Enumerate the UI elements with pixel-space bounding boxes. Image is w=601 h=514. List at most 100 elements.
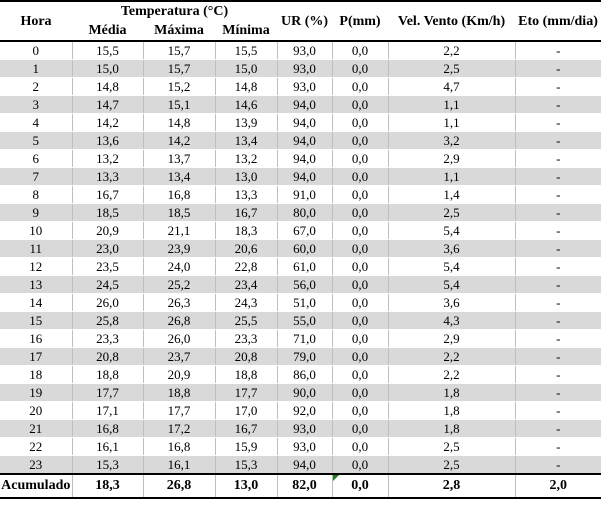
cell-vento: 2,5: [387, 437, 515, 456]
cell-eto: -: [514, 311, 601, 330]
cell-p: 0,0: [331, 185, 388, 204]
cell-hora: 12: [0, 257, 72, 276]
cell-maxima: 23,9: [142, 239, 215, 258]
table-row: 14 26,0 26,3 24,3 51,0 0,0 3,6-: [0, 293, 601, 312]
cell-media: 16,1: [71, 437, 143, 456]
total-ur: 82,0: [276, 473, 332, 499]
cell-p: 0,0: [331, 329, 388, 348]
cell-maxima: 13,4: [142, 167, 215, 186]
cell-eto: -: [514, 365, 601, 384]
cell-maxima: 16,8: [142, 437, 215, 456]
cell-hora: 11: [0, 239, 72, 258]
cell-hora: 2: [0, 77, 72, 96]
cell-media: 16,8: [71, 419, 143, 438]
cell-eto: -: [514, 383, 601, 402]
cell-vento: 4,3: [387, 311, 515, 330]
cell-eto: -: [514, 329, 601, 348]
cell-minima: 15,3: [214, 455, 277, 475]
cell-ur: 79,0: [276, 347, 332, 366]
cell-maxima: 26,0: [142, 329, 215, 348]
table-row: 22 16,1 16,8 15,9 93,0 0,0 2,5-: [0, 437, 601, 456]
cell-hora: 16: [0, 329, 72, 348]
table-row: 23 15,3 16,1 15,3 94,0 0,0 2,5-: [0, 455, 601, 475]
table-row: 13 24,5 25,2 23,4 56,0 0,0 5,4-: [0, 275, 601, 294]
cell-maxima: 23,7: [142, 347, 215, 366]
cell-media: 13,2: [71, 149, 143, 168]
cell-p: 0,0: [331, 41, 388, 60]
cell-media: 26,0: [71, 293, 143, 312]
cell-maxima: 26,3: [142, 293, 215, 312]
cell-media: 15,5: [71, 41, 143, 60]
cell-maxima: 14,8: [142, 113, 215, 132]
cell-ur: 56,0: [276, 275, 332, 294]
table-row: 12 23,5 24,0 22,8 61,0 0,0 5,4-: [0, 257, 601, 276]
cell-minima: 16,7: [214, 203, 277, 222]
table-footer: Acumulado 18,3 26,8 13,0 82,0 0,0 2,8 2,…: [0, 473, 601, 499]
table-header: Hora Temperatura (°C) UR (%) P(mm) Vel. …: [0, 1, 601, 41]
table-row: 19 17,7 18,8 17,7 90,0 0,0 1,8-: [0, 383, 601, 402]
cell-eto: -: [514, 131, 601, 150]
table-row: 10 20,9 21,1 18,3 67,0 0,0 5,4-: [0, 221, 601, 240]
cell-p: 0,0: [331, 149, 388, 168]
total-eto: 2,0: [514, 473, 601, 499]
cell-maxima: 25,2: [142, 275, 215, 294]
cell-media: 18,8: [71, 365, 143, 384]
cell-eto: -: [514, 239, 601, 258]
cell-maxima: 15,7: [142, 59, 215, 78]
cell-p: 0,0: [331, 455, 388, 475]
table-row: 4 14,2 14,8 13,9 94,0 0,0 1,1-: [0, 113, 601, 132]
col-header-media: Média: [72, 21, 143, 41]
cell-maxima: 17,7: [142, 401, 215, 420]
table-row: 15 25,8 26,8 25,5 55,0 0,0 4,3-: [0, 311, 601, 330]
table-row: 9 18,5 18,5 16,7 80,0 0,0 2,5-: [0, 203, 601, 222]
cell-minima: 13,9: [214, 113, 277, 132]
cell-ur: 93,0: [276, 41, 332, 60]
cell-minima: 14,6: [214, 95, 277, 114]
cell-p: 0,0: [331, 77, 388, 96]
cell-p: 0,0: [331, 401, 388, 420]
cell-p: 0,0: [331, 239, 388, 258]
cell-media: 16,7: [71, 185, 143, 204]
cell-ur: 94,0: [276, 113, 332, 132]
cell-media: 17,7: [71, 383, 143, 402]
cell-hora: 1: [0, 59, 72, 78]
cell-hora: 10: [0, 221, 72, 240]
cell-ur: 93,0: [276, 437, 332, 456]
cell-hora: 17: [0, 347, 72, 366]
cell-p: 0,0: [331, 419, 388, 438]
cell-minima: 23,3: [214, 329, 277, 348]
cell-ur: 51,0: [276, 293, 332, 312]
cell-ur: 55,0: [276, 311, 332, 330]
total-vel-vento: 2,8: [387, 473, 515, 499]
cell-ur: 90,0: [276, 383, 332, 402]
cell-maxima: 15,2: [142, 77, 215, 96]
table-row: 16 23,3 26,0 23,3 71,0 0,0 2,9-: [0, 329, 601, 348]
cell-media: 14,7: [71, 95, 143, 114]
cell-media: 23,0: [71, 239, 143, 258]
total-minima: 13,0: [214, 473, 277, 499]
cell-media: 20,8: [71, 347, 143, 366]
cell-eto: -: [514, 113, 601, 132]
cell-media: 24,5: [71, 275, 143, 294]
cell-vento: 3,6: [387, 239, 515, 258]
cell-ur: 67,0: [276, 221, 332, 240]
cell-ur: 92,0: [276, 401, 332, 420]
cell-hora: 6: [0, 149, 72, 168]
col-header-minima: Mínima: [215, 21, 277, 41]
cell-eto: -: [514, 419, 601, 438]
cell-maxima: 16,8: [142, 185, 215, 204]
cell-vento: 5,4: [387, 257, 515, 276]
table-body: 0 15,5 15,7 15,5 93,0 0,0 2,2-1 15,0 15,7 15,0 93,…: [0, 41, 601, 475]
cell-vento: 3,2: [387, 131, 515, 150]
cell-media: 23,3: [71, 329, 143, 348]
cell-minima: 15,5: [214, 41, 277, 60]
cell-ur: 80,0: [276, 203, 332, 222]
cell-vento: 2,5: [387, 203, 515, 222]
total-p-value: 0,0: [351, 478, 369, 493]
cell-ur: 61,0: [276, 257, 332, 276]
table-row: 11 23,0 23,9 20,6 60,0 0,0 3,6-: [0, 239, 601, 258]
cell-maxima: 15,1: [142, 95, 215, 114]
total-p: 0,0: [331, 473, 388, 499]
cell-p: 0,0: [331, 167, 388, 186]
cell-ur: 93,0: [276, 59, 332, 78]
